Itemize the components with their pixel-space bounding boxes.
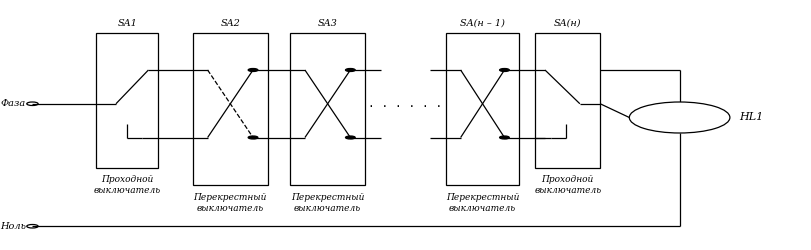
Text: SA1: SA1	[118, 19, 137, 28]
Bar	[535, 32, 600, 168]
Bar	[193, 32, 268, 185]
Text: Ноль: Ноль	[0, 222, 26, 231]
Text: SA(н): SA(н)	[554, 19, 581, 28]
Circle shape	[500, 136, 509, 139]
Bar	[290, 32, 365, 185]
Text: Перекрестный
выключатель: Перекрестный выключатель	[194, 192, 267, 212]
Text: SA3: SA3	[318, 19, 337, 28]
Circle shape	[345, 68, 355, 71]
Circle shape	[345, 136, 355, 139]
Text: SA2: SA2	[221, 19, 240, 28]
Text: SA(н – 1): SA(н – 1)	[460, 19, 505, 28]
Text: Проходной
выключатель: Проходной выключатель	[534, 175, 601, 195]
Circle shape	[629, 102, 730, 133]
Circle shape	[248, 68, 258, 71]
Circle shape	[248, 136, 258, 139]
Text: HL1: HL1	[740, 112, 764, 122]
Text: Фаза: Фаза	[1, 99, 26, 108]
Bar	[446, 32, 519, 185]
Text: Проходной
выключатель: Проходной выключатель	[94, 175, 161, 195]
Text: . . . . . .: . . . . . .	[368, 99, 443, 109]
Text: Перекрестный
выключатель: Перекрестный выключатель	[446, 192, 519, 212]
Text: Перекрестный
выключатель: Перекрестный выключатель	[291, 192, 364, 212]
Bar	[96, 32, 158, 168]
Circle shape	[500, 68, 509, 71]
